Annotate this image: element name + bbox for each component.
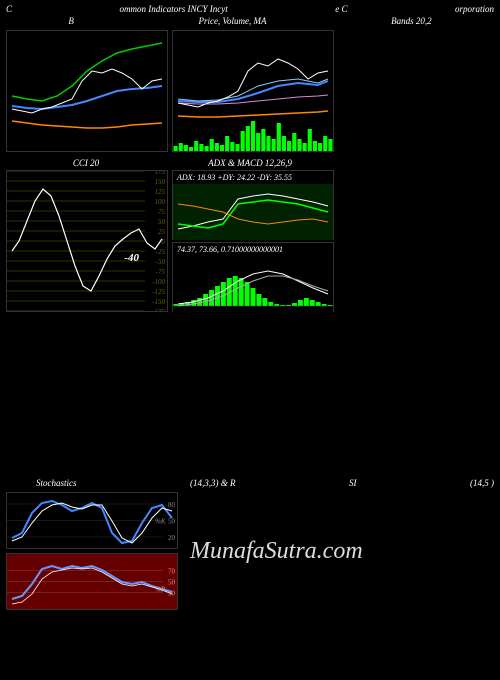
cci-chart: 1751501251007550250-25-50-75-100-125-150… — [7, 171, 167, 311]
header-left: C — [6, 4, 12, 14]
rsi-panel: 705030%R — [6, 553, 178, 610]
svg-text:50: 50 — [168, 518, 176, 526]
svg-text:175: 175 — [155, 171, 166, 176]
header-mid2: e C — [335, 4, 347, 14]
svg-text:-50: -50 — [156, 258, 166, 266]
svg-text:150: 150 — [155, 178, 166, 186]
mid-grid: 1751501251007550250-25-50-75-100-125-150… — [0, 170, 500, 312]
adx-label: ADX: 18.93 +DY: 24.22 -DY: 35.55 — [173, 171, 333, 184]
macd-panel: 74.37, 73.66, 0.71000000000001 — [172, 242, 334, 312]
price-ma-panel — [172, 30, 334, 152]
price-ma-chart — [173, 31, 333, 151]
svg-text:-175: -175 — [152, 308, 165, 311]
header-right: orporation — [455, 4, 494, 14]
svg-text:-40: -40 — [124, 252, 139, 264]
macd-label: 74.37, 73.66, 0.71000000000001 — [173, 243, 333, 256]
rsi-title: SI — [349, 478, 357, 488]
adx-panel: ADX: 18.93 +DY: 24.22 -DY: 35.55 — [172, 170, 334, 240]
svg-text:25: 25 — [158, 228, 166, 236]
top-grid — [0, 30, 500, 152]
svg-text:125: 125 — [155, 188, 166, 196]
bottom-title-row: Stochastics (14,3,3) & R SI (14,5 ) — [6, 478, 494, 492]
cci-title: CCI 20 — [6, 156, 166, 170]
stoch-params: (14,3,3) & R — [190, 478, 236, 488]
rsi-chart: 705030%R — [7, 554, 177, 609]
stoch-title: Stochastics — [36, 478, 77, 488]
svg-text:-150: -150 — [152, 298, 165, 306]
svg-text:100: 100 — [155, 198, 166, 206]
stochastics-panel: 80 50 20%K — [6, 492, 178, 549]
adx-macd-col: ADX: 18.93 +DY: 24.22 -DY: 35.55 74.37, … — [172, 170, 332, 312]
panel3-title: Bands 20,2 — [391, 16, 432, 26]
stochastics-chart: 80 50 20%K — [7, 493, 177, 548]
watermark: MunafaSutra.com — [190, 538, 363, 565]
svg-text:50: 50 — [158, 218, 166, 226]
svg-text:75: 75 — [158, 208, 166, 216]
macd-chart — [173, 256, 333, 312]
svg-text:-125: -125 — [152, 288, 165, 296]
svg-text:70: 70 — [168, 568, 176, 576]
svg-text:-100: -100 — [152, 278, 165, 286]
cci-panel: 1751501251007550250-25-50-75-100-125-150… — [6, 170, 168, 312]
bbands-chart — [7, 31, 167, 151]
svg-text:%R: %R — [155, 586, 166, 594]
panel2-title: Price, Volume, MA — [199, 16, 267, 26]
panel1-title: B — [68, 16, 74, 26]
adx-chart — [173, 184, 333, 240]
svg-text:%K: %K — [155, 518, 166, 526]
title-row: B Price, Volume, MA Bands 20,2 — [0, 16, 500, 30]
bbands-panel — [6, 30, 168, 152]
svg-text:50: 50 — [168, 579, 176, 587]
svg-text:20: 20 — [168, 534, 176, 542]
rsi-params: (14,5 ) — [470, 478, 494, 488]
svg-text:80: 80 — [168, 501, 176, 509]
svg-text:-25: -25 — [156, 248, 166, 256]
adx-macd-title: ADX & MACD 12,26,9 — [170, 156, 330, 170]
header-mid1: ommon Indicators INCY Incyt — [120, 4, 228, 14]
header-row: C ommon Indicators INCY Incyt e C orpora… — [0, 0, 500, 16]
mid-title-row: CCI 20 ADX & MACD 12,26,9 — [0, 152, 500, 170]
svg-text:-75: -75 — [156, 268, 166, 276]
